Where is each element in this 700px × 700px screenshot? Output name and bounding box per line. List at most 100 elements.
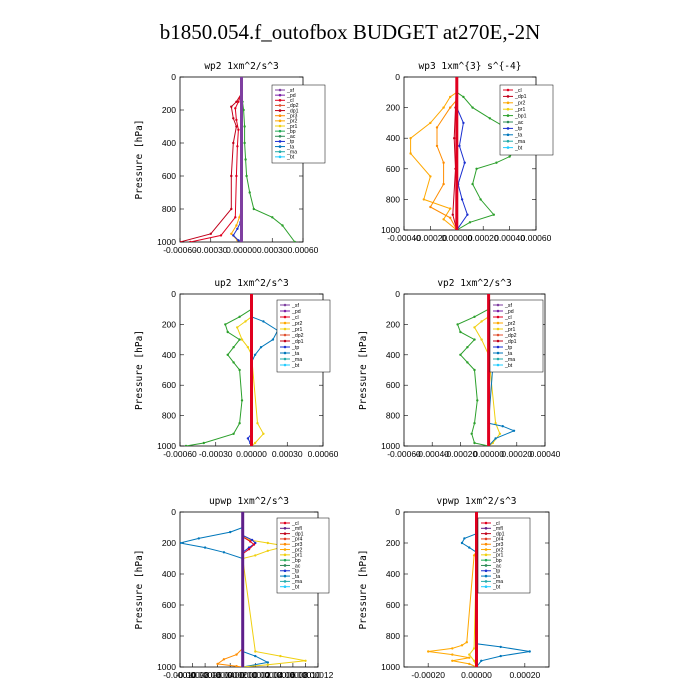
y-axis-label: Pressure [hPa] [134,549,145,629]
legend-entry: _bp [286,129,296,135]
legend-entry: _dp2 [286,103,299,109]
data-point [262,432,265,435]
data-point [442,218,445,221]
data-point [460,644,464,647]
data-point [240,338,244,341]
data-point [237,100,240,104]
legend-entry: _pr3 [286,114,297,120]
data-point [243,125,246,128]
y-tick-label: 1000 [381,441,400,451]
legend-marker [496,351,500,355]
legend-entry: _ta [291,351,299,357]
x-tick-label: 0.00000 [226,245,257,255]
y-tick-label: 200 [386,103,400,113]
data-point [512,429,516,432]
x-tick-label: -0.00040 [415,449,449,459]
legend-entry: _ma [514,139,525,145]
legend-marker [496,363,500,367]
data-point [236,145,239,148]
legend-marker [283,351,287,355]
legend-entry: _bp [291,558,301,564]
data-point [232,117,235,120]
data-point [232,361,235,364]
x-tick-label: -0.00006 [188,670,222,680]
legend-marker [484,553,488,557]
x-tick-label: 0.00000 [441,233,472,243]
data-point [235,125,238,128]
legend-marker [283,558,287,562]
data-point [256,422,259,425]
data-point [468,662,471,666]
legend-entry: _pr2 [514,101,525,107]
legend-entry: _tp [291,345,299,351]
legend-entry: _mfl [492,526,503,532]
legend-marker [283,321,287,325]
data-point [219,234,223,237]
data-point [463,537,466,540]
x-tick-label: -0.00020 [444,449,478,459]
legend-entry: _pr1 [291,327,302,333]
x-tick-label: 0.00004 [252,670,283,680]
legend-entry: _cl [514,88,522,94]
y-tick-label: 1000 [157,662,176,672]
data-point [409,137,412,140]
data-point [230,105,233,108]
legend-entry: _pr3 [291,542,302,548]
data-point [238,315,241,318]
y-tick-label: 0 [171,72,176,82]
legend-marker [506,133,510,137]
data-point [222,658,226,661]
legend-marker [283,553,287,557]
x-tick-label: 0.00030 [257,245,288,255]
y-axis-label: Pressure [hPa] [134,119,145,199]
data-point [209,232,212,235]
data-point [271,338,275,341]
page-title: b1850.054.f_outofbox BUDGET at270E,-2N [159,20,541,44]
y-tick-label: 600 [162,600,176,610]
data-point [180,240,182,242]
legend-entry: _cl [291,521,299,527]
x-tick-label: 0.00010 [290,670,321,680]
x-tick-label: -0.00060 [163,245,197,255]
data-point [254,650,257,653]
legend-marker [506,101,510,105]
legend-entry: _ac [286,134,296,140]
data-point [460,541,464,545]
legend-entry: _bt [492,584,501,590]
legend-box [271,84,326,164]
data-point [235,174,238,178]
data-point [488,117,491,120]
data-point [249,540,252,543]
series-line-tp [456,107,468,230]
legend-marker [283,315,287,319]
legend-marker [496,339,500,343]
legend: _cl_mfl_dp1_pr4_pr3_pr2_pr1_bp_ac_tp_ta_… [477,517,531,594]
data-point [189,240,192,242]
y-tick-label: 200 [162,105,176,115]
y-tick-label: 1000 [157,237,176,247]
data-point [254,554,257,557]
x-tick-label: 0.00060 [288,245,319,255]
legend-entry: _tp [514,126,522,132]
legend-marker [278,98,282,102]
y-tick-label: 400 [162,138,176,148]
legend-marker [496,309,500,313]
legend-entry: _dp1 [492,531,505,537]
legend-box [276,299,331,373]
legend-entry: _dp1 [504,339,517,345]
series-group [456,294,516,446]
data-point [459,330,462,334]
x-tick-label: 0.00012 [303,670,334,680]
legend: _cl_mfl_dp1_pr4_pr3_pr2_pr1_bp_ac_tp_ta_… [276,517,330,594]
legend-marker [283,327,287,331]
legend-marker [283,537,287,541]
legend-marker [278,109,282,112]
legend-marker [278,119,282,123]
data-point [247,548,251,551]
legend-marker [278,93,282,97]
data-point [248,191,251,194]
data-point [236,227,239,230]
data-point [472,647,476,650]
legend-entry: _pd [286,93,296,99]
